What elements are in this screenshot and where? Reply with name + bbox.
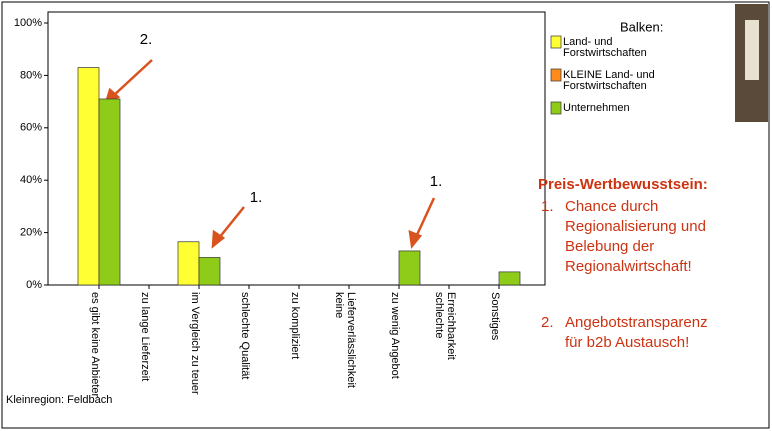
y-tick-label: 100% bbox=[14, 17, 42, 29]
arrow-head bbox=[211, 229, 226, 249]
x-tick-label: keine bbox=[333, 292, 345, 318]
photo-detail bbox=[745, 20, 759, 80]
bar bbox=[398, 250, 421, 286]
x-tick-label: im Vergleich zu teuer bbox=[189, 292, 201, 395]
y-tick-label: 0% bbox=[26, 279, 42, 291]
legend-swatch bbox=[550, 35, 562, 49]
legend-label: Forstwirtschaften bbox=[563, 80, 647, 92]
x-tick-label: Lieferverlässlichkeit bbox=[345, 292, 357, 388]
bar bbox=[98, 98, 121, 286]
bar bbox=[498, 271, 521, 286]
plot-frame bbox=[47, 11, 546, 286]
list-text: Regionalwirtschaft! bbox=[565, 258, 692, 275]
x-tick-label: Erreichbarkeit bbox=[445, 292, 457, 360]
list-text: Angebotstransparenz bbox=[565, 314, 708, 331]
x-tick-label: zu wenig Angebot bbox=[389, 292, 401, 379]
x-tick-label: es gibt keine Anbieter bbox=[89, 292, 101, 398]
arrows bbox=[103, 59, 436, 250]
bar bbox=[198, 257, 221, 286]
bar bbox=[177, 241, 200, 286]
side-title: Preis-Wertbewusstsein: bbox=[538, 176, 708, 193]
y-tick-label: 40% bbox=[20, 174, 42, 186]
y-tick-label: 80% bbox=[20, 69, 42, 81]
arrow bbox=[218, 206, 245, 239]
x-tick-label: schlechte bbox=[433, 292, 445, 338]
legend-title: Balken: bbox=[620, 19, 663, 34]
x-tick-label: Sonstiges bbox=[489, 292, 501, 341]
arrow-head bbox=[408, 230, 423, 250]
y-tick-label: 20% bbox=[20, 227, 42, 239]
list-text: Belebung der bbox=[565, 238, 654, 255]
annotation: 1. bbox=[250, 189, 263, 206]
list-number: 2. bbox=[541, 314, 554, 331]
x-tick-label: schlechte Qualität bbox=[239, 292, 251, 379]
legend-label: KLEINE Land- und bbox=[563, 69, 655, 81]
bar bbox=[77, 67, 100, 286]
arrow bbox=[112, 59, 153, 97]
arrow bbox=[414, 197, 436, 238]
annotation: 1. bbox=[430, 173, 443, 190]
list-text: Chance durch bbox=[565, 198, 658, 215]
footnote: Kleinregion: Feldbach bbox=[6, 394, 112, 406]
list-number: 1. bbox=[541, 198, 554, 215]
list-text: für b2b Austausch! bbox=[565, 334, 689, 351]
legend-label: Forstwirtschaften bbox=[563, 47, 647, 59]
legend-label: Unternehmen bbox=[563, 102, 630, 114]
legend-swatch bbox=[550, 68, 562, 82]
legend-swatch bbox=[550, 101, 562, 115]
list-text: Regionalisierung und bbox=[565, 218, 706, 235]
legend-label: Land- und bbox=[563, 36, 613, 48]
x-tick-label: zu kompliziert bbox=[289, 292, 301, 359]
y-tick-label: 60% bbox=[20, 122, 42, 134]
annotation: 2. bbox=[140, 31, 153, 48]
x-tick-label: zu lange Lieferzeit bbox=[139, 292, 151, 381]
